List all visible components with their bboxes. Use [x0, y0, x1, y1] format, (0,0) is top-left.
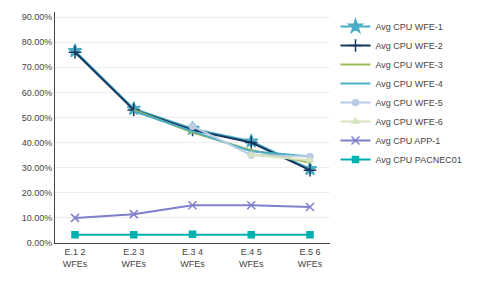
- svg-text:Avg CPU WFE-3: Avg CPU WFE-3: [376, 60, 443, 70]
- svg-text:Avg CPU WFE-5: Avg CPU WFE-5: [376, 98, 443, 108]
- svg-text:0.00%: 0.00%: [27, 238, 53, 248]
- svg-text:90.00%: 90.00%: [22, 12, 53, 22]
- svg-text:40.00%: 40.00%: [22, 138, 53, 148]
- svg-text:60.00%: 60.00%: [22, 88, 53, 98]
- svg-text:E.5 6WFEs: E.5 6WFEs: [298, 247, 323, 269]
- svg-text:30.00%: 30.00%: [22, 163, 53, 173]
- svg-text:Avg CPU APP-1: Avg CPU APP-1: [376, 136, 441, 146]
- svg-text:Avg CPU WFE-6: Avg CPU WFE-6: [376, 117, 443, 127]
- svg-text:70.00%: 70.00%: [22, 62, 53, 72]
- svg-text:Avg CPU PACNEC01: Avg CPU PACNEC01: [376, 155, 462, 165]
- svg-text:E.4 5WFEs: E.4 5WFEs: [239, 247, 264, 269]
- svg-text:E.2 3WFEs: E.2 3WFEs: [122, 247, 147, 269]
- svg-text:80.00%: 80.00%: [22, 37, 53, 47]
- svg-text:Avg CPU WFE-1: Avg CPU WFE-1: [376, 22, 443, 32]
- svg-text:Avg CPU WFE-4: Avg CPU WFE-4: [376, 79, 443, 89]
- svg-text:E.3 4WFEs: E.3 4WFEs: [180, 247, 205, 269]
- svg-text:10.00%: 10.00%: [22, 213, 53, 223]
- svg-text:20.00%: 20.00%: [22, 188, 53, 198]
- svg-text:50.00%: 50.00%: [22, 113, 53, 123]
- svg-text:E.1 2WFEs: E.1 2WFEs: [63, 247, 88, 269]
- svg-text:Avg CPU WFE-2: Avg CPU WFE-2: [376, 41, 443, 51]
